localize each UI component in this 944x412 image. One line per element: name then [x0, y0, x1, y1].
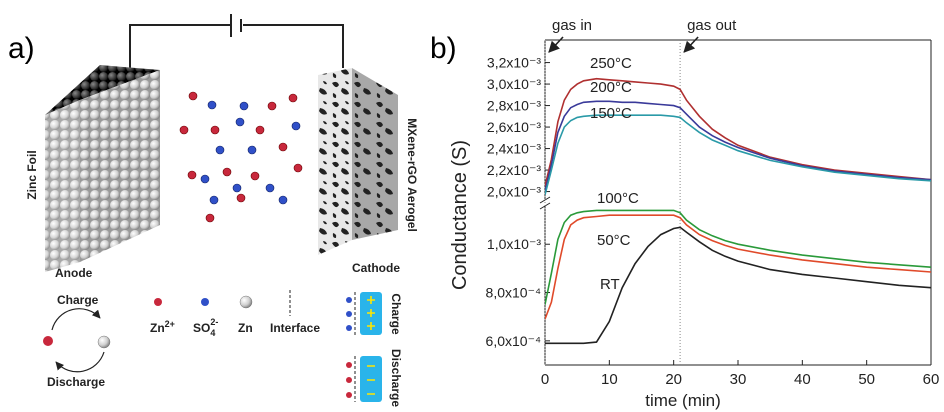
- x-axis-title: time (min): [645, 391, 721, 410]
- legend-label: SO42-: [193, 317, 218, 338]
- legend-label: Charge: [389, 293, 403, 335]
- series-line: [545, 77, 931, 187]
- panel-a: a) Zinc Foil Anode MXene-rGO Aerogel Cat…: [8, 14, 419, 407]
- anode-top: [45, 65, 160, 115]
- legend-label: Discharge: [389, 349, 403, 407]
- cathode-front: [318, 68, 352, 255]
- series-line: [545, 209, 931, 305]
- cathode-side: [352, 68, 398, 240]
- charge-label: Charge: [57, 293, 99, 307]
- anode-front: [80, 70, 160, 262]
- y-tick-label: 2,6x10⁻³: [487, 119, 541, 135]
- panel-b: b) Conductance (S) time (min) 0 10 20 30 40 5…: [430, 17, 939, 410]
- series-line: [545, 214, 931, 320]
- legend-icon: [154, 298, 162, 306]
- discharge-icon: [346, 356, 382, 402]
- series-group: [545, 77, 931, 196]
- y-tick-label: 3,2x10⁻³: [487, 55, 541, 71]
- x-tick-label: 0: [541, 371, 549, 388]
- series-label: 100°C: [597, 190, 639, 207]
- annotation: gas in: [552, 17, 592, 34]
- series-line: [545, 114, 931, 196]
- series-line: [545, 226, 931, 345]
- y-tick-label: 2,4x10⁻³: [487, 141, 541, 157]
- cycle-arrow: [51, 308, 101, 331]
- annotation-arrow: [548, 36, 564, 53]
- anode-side: [45, 100, 80, 272]
- anode-label: Anode: [55, 266, 93, 280]
- y-tick-label: 6,0x10⁻⁴: [486, 333, 541, 349]
- legend-label: Interface: [270, 321, 320, 335]
- x-tick-label: 60: [923, 371, 940, 388]
- y-tick-label: 1,0x10⁻³: [487, 236, 541, 252]
- series-label: RT: [600, 276, 620, 293]
- y-tick-label: 3,0x10⁻³: [487, 76, 541, 92]
- series-line: [545, 100, 931, 192]
- x-tick-label: 30: [730, 371, 747, 388]
- y-tick-label: 2,8x10⁻³: [487, 98, 541, 114]
- legend-label: Zn: [238, 321, 253, 335]
- y-tick-label: 8,0x10⁻⁴: [486, 285, 541, 301]
- series-label: 50°C: [597, 232, 631, 249]
- series-label: 250°C: [590, 55, 632, 72]
- charge-icon: [346, 292, 382, 335]
- legend-label: Zn2+: [150, 319, 175, 335]
- zn-ion-icon: [43, 336, 53, 346]
- x-tick-label: 40: [794, 371, 811, 388]
- series-label: 150°C: [590, 105, 632, 122]
- x-tick-label: 20: [665, 371, 682, 388]
- circuit-wire: [129, 24, 344, 68]
- x-tick-label: 50: [858, 371, 875, 388]
- cathode-material: MXene-rGO Aerogel: [405, 118, 419, 232]
- cathode-label: Cathode: [352, 261, 400, 275]
- panel-label: b): [430, 32, 457, 65]
- series-group: [545, 209, 931, 345]
- discharge-label: Discharge: [47, 375, 105, 389]
- series-label: 200°C: [590, 79, 632, 96]
- legend-icon: [239, 295, 253, 309]
- y-tick-label: 2,0x10⁻³: [487, 184, 541, 200]
- panel-label: a): [8, 32, 35, 65]
- x-tick-label: 10: [601, 371, 618, 388]
- legend-icon: [201, 298, 209, 306]
- y-tick-label: 2,2x10⁻³: [487, 162, 541, 178]
- annotation-arrow: [683, 36, 699, 53]
- ions: [179, 91, 303, 223]
- cycle-arrow: [55, 351, 105, 373]
- anode-material: Zinc Foil: [25, 150, 39, 199]
- y-axis-title: Conductance (S): [449, 140, 471, 290]
- annotation: gas out: [687, 17, 737, 34]
- zn-icon: [97, 335, 111, 349]
